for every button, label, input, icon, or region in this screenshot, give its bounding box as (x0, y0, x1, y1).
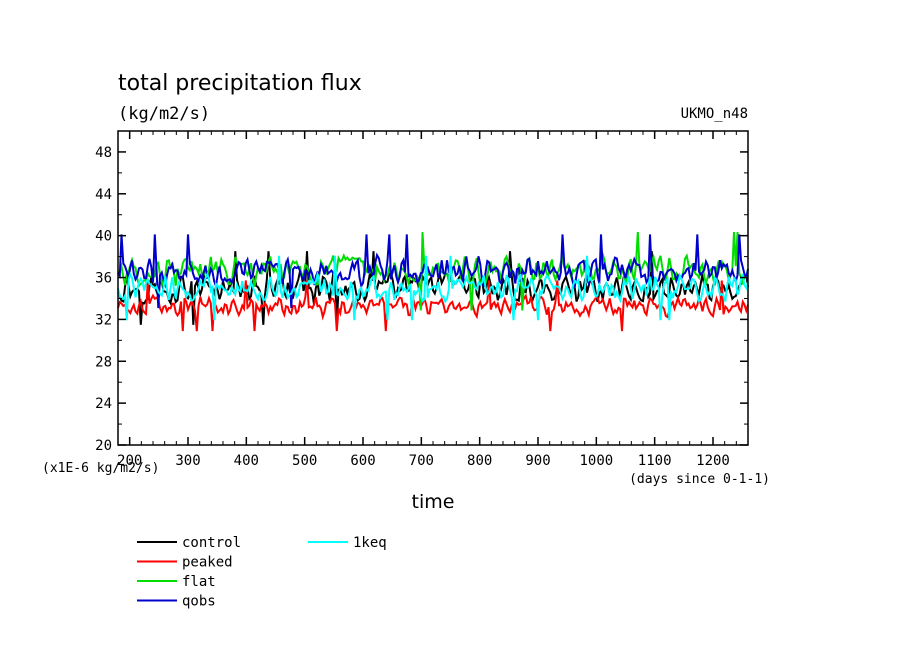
x-tick-label: 300 (175, 453, 200, 469)
model-label: UKMO_n48 (681, 106, 748, 122)
legend: control peaked flat qobs 1keq (137, 535, 387, 610)
x-tick-label: 200 (117, 453, 142, 469)
legend-label-qobs: qobs (182, 594, 216, 610)
x-tick-label: 800 (467, 453, 492, 469)
x-tick-label: 1200 (696, 453, 730, 469)
y-tick-label: 28 (95, 354, 112, 370)
axis-ticks: 200 300 400 500 600 700 800 900 1000 1100 1200 20 24… (95, 131, 749, 469)
y-tick-label: 40 (95, 229, 112, 245)
y-tick-label: 48 (95, 145, 112, 161)
x-units-label: (days since 0-1-1) (629, 472, 770, 487)
series-line-1keq (117, 255, 749, 321)
series-line-flat (117, 232, 749, 311)
x-axis-title: time (412, 491, 455, 513)
legend-label-control: control (182, 535, 241, 551)
y-tick-label: 20 (95, 438, 112, 454)
x-tick-label: 900 (525, 453, 550, 469)
y-tick-label: 36 (95, 271, 112, 287)
chart-units: (kg/m2/s) (118, 104, 210, 124)
x-tick-label: 500 (292, 453, 317, 469)
series-line-qobs (117, 234, 749, 309)
x-tick-label: 400 (234, 453, 259, 469)
series-line-peaked (117, 280, 749, 332)
y-tick-label: 44 (95, 187, 112, 203)
legend-label-1keq: 1keq (353, 535, 387, 551)
chart-title: total precipitation flux (118, 71, 362, 96)
legend-label-peaked: peaked (182, 555, 233, 571)
x-tick-label: 1000 (579, 453, 613, 469)
x-tick-label: 600 (350, 453, 375, 469)
x-tick-label: 1100 (638, 453, 672, 469)
y-tick-label: 32 (95, 312, 112, 328)
y-tick-label: 24 (95, 396, 112, 412)
series-layer (117, 232, 749, 332)
legend-label-flat: flat (182, 574, 216, 590)
x-tick-label: 700 (409, 453, 434, 469)
y-scale-note: (x1E-6 kg/m2/s) (42, 461, 159, 476)
